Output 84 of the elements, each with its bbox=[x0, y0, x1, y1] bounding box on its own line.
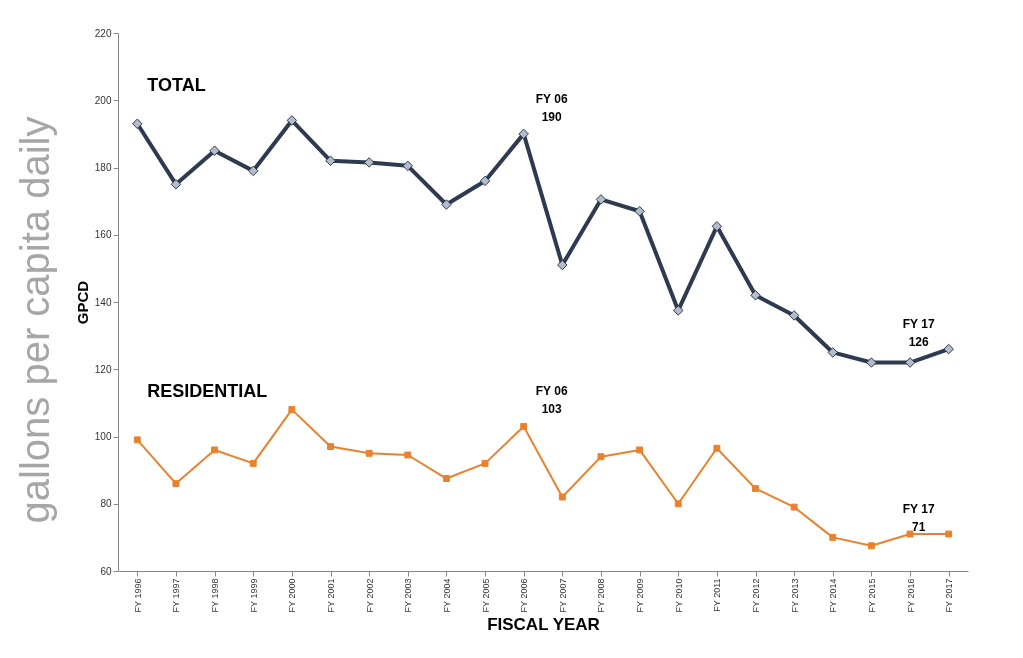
y-tick-label: 60 bbox=[100, 565, 112, 577]
x-tick-label: FY 2013 bbox=[789, 578, 800, 613]
y-axis-title: GPCD bbox=[73, 280, 91, 325]
annotation: FY 17 71 bbox=[902, 502, 935, 535]
series-label: TOTAL bbox=[147, 74, 206, 95]
y-tick-label: 200 bbox=[94, 94, 112, 106]
point bbox=[481, 459, 489, 467]
point bbox=[172, 480, 180, 488]
point bbox=[827, 347, 839, 358]
point bbox=[402, 160, 414, 172]
point bbox=[479, 175, 491, 187]
x-axis-title: FISCAL YEAR bbox=[487, 614, 600, 634]
annotation: FY 17 126 bbox=[902, 317, 935, 350]
point bbox=[249, 459, 257, 467]
point bbox=[363, 157, 375, 168]
point bbox=[133, 436, 141, 444]
x-tick-label: FY 2015 bbox=[866, 578, 877, 613]
y-tick-label: 220 bbox=[94, 27, 112, 39]
series-label: RESIDENTIAL bbox=[147, 380, 268, 401]
point bbox=[247, 165, 259, 177]
point bbox=[634, 205, 645, 217]
x-tick-label: FY 2007 bbox=[557, 578, 568, 613]
point bbox=[132, 118, 143, 130]
x-tick-label: FY 1999 bbox=[248, 578, 259, 613]
point bbox=[558, 493, 566, 501]
point bbox=[365, 449, 373, 457]
point bbox=[327, 443, 334, 451]
x-tick-label: FY 2012 bbox=[751, 578, 761, 613]
point bbox=[557, 259, 568, 271]
point bbox=[672, 305, 684, 316]
point bbox=[442, 475, 450, 482]
y-tick-label: 80 bbox=[100, 498, 112, 510]
point bbox=[209, 145, 220, 156]
x-tick-label: FY 1997 bbox=[171, 578, 182, 613]
point bbox=[904, 357, 916, 368]
x-tick-label: FY 2010 bbox=[673, 578, 684, 613]
point bbox=[711, 221, 723, 232]
x-tick-label: FY 2001 bbox=[326, 578, 336, 613]
y-tick-label: 120 bbox=[94, 363, 112, 375]
x-tick-label: FY 2002 bbox=[364, 578, 375, 613]
point bbox=[945, 530, 953, 538]
x-tick-label: FY 2003 bbox=[403, 578, 414, 613]
point bbox=[211, 446, 219, 454]
x-tick-label: FY 2006 bbox=[519, 578, 530, 613]
point bbox=[286, 115, 298, 126]
point bbox=[788, 310, 800, 321]
point bbox=[752, 485, 759, 493]
point bbox=[674, 500, 682, 508]
y-tick-label: 180 bbox=[94, 162, 112, 173]
point bbox=[404, 451, 412, 459]
x-tick-label: FY 2011 bbox=[712, 578, 723, 612]
x-tick-label: FY 2009 bbox=[635, 578, 646, 613]
x-tick-label: FY 2004 bbox=[441, 578, 452, 613]
point bbox=[867, 542, 875, 550]
x-tick-label: FY 2016 bbox=[905, 578, 916, 613]
annotation: FY 06 103 bbox=[535, 384, 568, 417]
point bbox=[636, 446, 644, 454]
x-tick-label: FY 1998 bbox=[210, 578, 221, 613]
point bbox=[713, 444, 721, 452]
point bbox=[520, 422, 528, 430]
text: gallons per capita daily bbox=[12, 116, 58, 524]
point bbox=[829, 533, 837, 541]
point bbox=[595, 194, 607, 205]
point bbox=[170, 179, 182, 190]
point bbox=[441, 199, 452, 210]
x-tick-label: FY 2008 bbox=[596, 578, 607, 613]
annotation: FY 06 190 bbox=[535, 91, 568, 124]
x-tick-label: FY 2017 bbox=[944, 578, 955, 613]
point bbox=[790, 503, 798, 511]
y-tick-label: 140 bbox=[94, 296, 112, 308]
point bbox=[518, 128, 529, 140]
point bbox=[866, 357, 877, 368]
y-tick-label: 160 bbox=[94, 229, 112, 241]
x-tick-label: FY 2000 bbox=[287, 578, 298, 613]
point bbox=[597, 453, 605, 461]
y-tick-label: 100 bbox=[94, 431, 112, 442]
x-tick-label: FY 2005 bbox=[480, 578, 491, 613]
x-tick-label: FY 2014 bbox=[828, 578, 839, 613]
point bbox=[906, 530, 914, 538]
point bbox=[943, 343, 954, 355]
point bbox=[288, 406, 296, 414]
point bbox=[750, 290, 761, 301]
point bbox=[325, 155, 336, 167]
x-tick-label: FY 1996 bbox=[132, 578, 143, 613]
